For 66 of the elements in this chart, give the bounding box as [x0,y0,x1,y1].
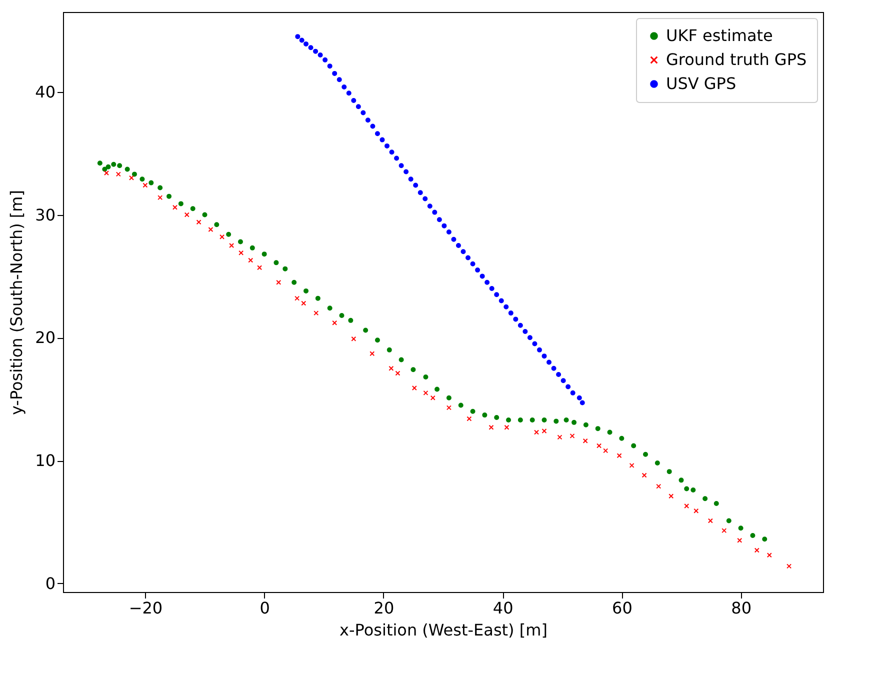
point [603,448,608,454]
point [158,195,163,200]
point [196,220,202,225]
point [351,336,356,342]
y-axis-title: y-Position (South-North) [m] [7,190,26,416]
x-axis-title: x-Position (West-East) [m] [340,620,548,640]
point [582,438,588,444]
y-tick-label: 10 [35,451,56,470]
point [786,564,792,569]
x-tick-label: 80 [731,598,752,618]
point [629,462,634,468]
point [229,242,234,248]
point [708,518,713,524]
point [570,433,575,438]
point [542,428,547,434]
point [754,548,760,553]
point [294,296,300,301]
legend-label: UKF estimate [666,26,773,45]
point [684,503,690,508]
point [332,320,338,326]
point [116,172,121,177]
point [208,227,214,232]
point [248,258,254,263]
point [370,351,375,356]
y-tick-label: 0 [45,574,56,593]
point [722,528,727,534]
point [257,265,262,270]
point [616,453,622,458]
y-tick-label: 20 [35,328,56,348]
point [184,212,190,218]
x-tick-label: 0 [260,598,270,618]
point [766,552,772,558]
point [423,390,428,396]
point [694,508,699,514]
point [596,443,602,448]
point [172,204,178,210]
point [276,280,282,285]
point [395,370,400,376]
point [430,395,436,400]
point [466,416,472,422]
y-tick-label: 40 [35,82,56,102]
point [412,386,417,391]
point [557,434,562,440]
point [104,170,109,176]
point [220,234,225,240]
legend-label: Ground truth GPS [666,50,807,69]
point [446,405,452,410]
x-tick-label: 20 [374,598,394,618]
point [314,310,319,316]
point [142,182,148,188]
point [238,250,244,256]
point [301,300,306,306]
point [656,484,662,489]
x-tick-label: 60 [612,598,632,618]
point [534,430,540,435]
y-tick-label: 30 [35,205,56,224]
point [128,175,134,180]
x-tick-label: 40 [492,598,514,618]
point [388,366,394,371]
point [737,538,742,543]
point [488,424,494,430]
point [504,424,510,430]
point [668,494,674,499]
x-tick-label: −20 [128,598,163,618]
legend-label: USV GPS [666,74,736,93]
point [642,472,647,478]
